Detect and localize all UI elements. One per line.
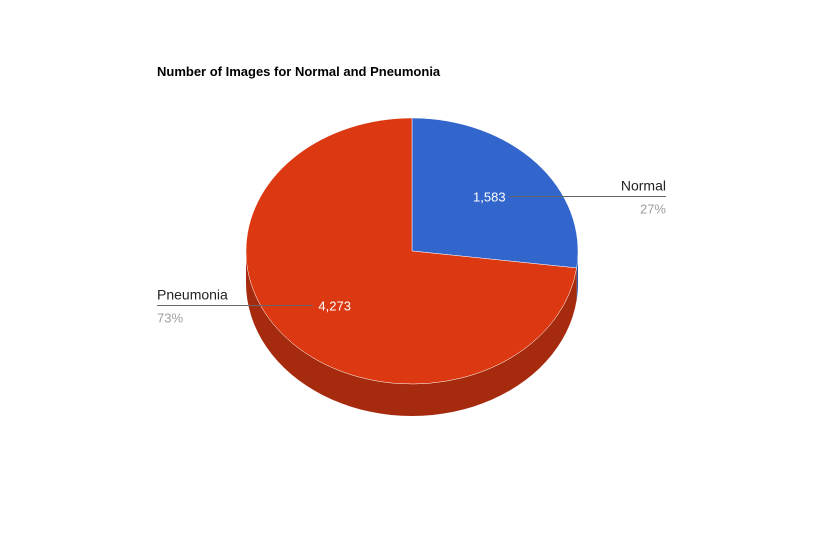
value-label-pneumonia: 4,273 (318, 299, 351, 314)
legend-name-normal: Normal (621, 178, 666, 194)
pie-slice-side-normal (576, 251, 578, 300)
pie-slice-normal[interactable] (411, 117, 579, 269)
legend-percent-normal: 27% (640, 202, 666, 217)
legend-percent-pneumonia: 73% (157, 311, 183, 326)
pie-slice-side-pneumonia (246, 251, 577, 416)
value-label-normal: 1,583 (473, 190, 506, 205)
legend-name-pneumonia: Pneumonia (157, 287, 228, 303)
pie-slice-pneumonia[interactable] (245, 117, 577, 385)
chart-title: Number of Images for Normal and Pneumoni… (157, 64, 441, 79)
